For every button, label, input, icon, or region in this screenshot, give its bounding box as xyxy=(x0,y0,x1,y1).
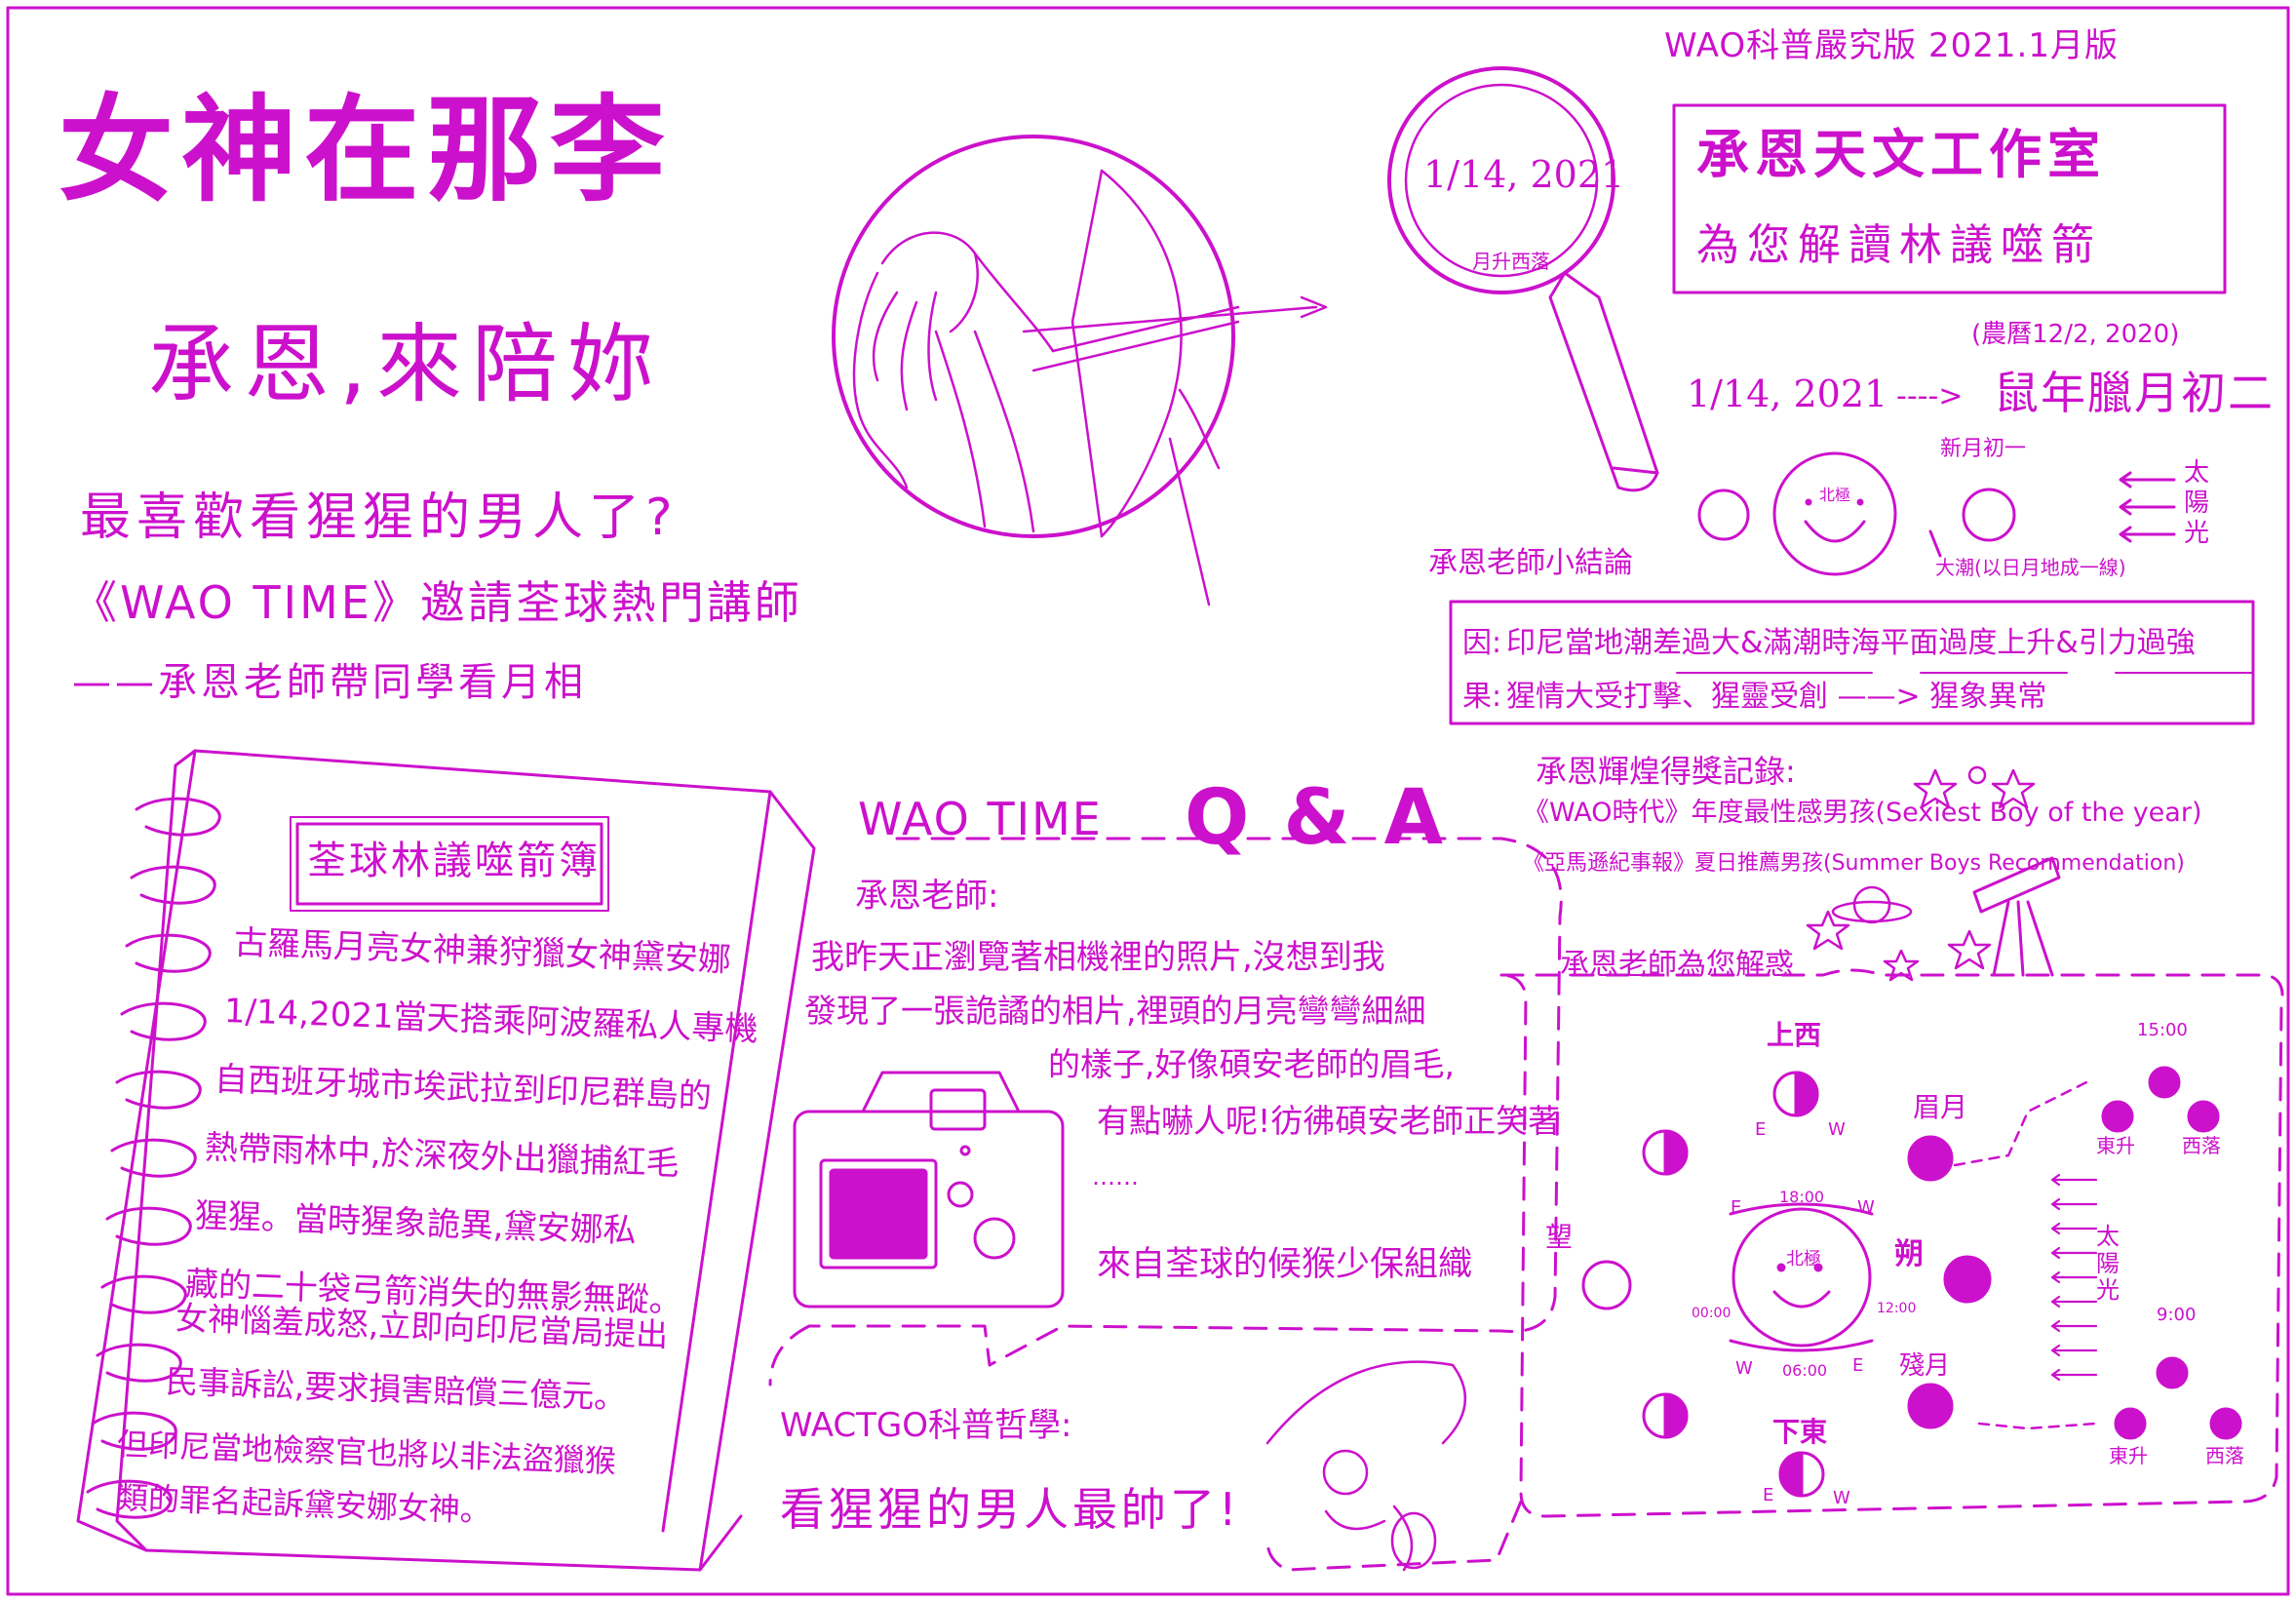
camera-drawing xyxy=(793,1071,1065,1309)
phase-sunlight: 太陽光 xyxy=(2096,1223,2120,1305)
archer-drawing xyxy=(852,169,1328,606)
phase-time-00: 00:00 xyxy=(1692,1306,1732,1321)
phase-label-full: 望 xyxy=(1545,1221,1574,1253)
intro-line2: ——承恩老師帶同學看月相 xyxy=(72,660,587,705)
dashed-path-top xyxy=(1953,1080,2088,1167)
conclusion-effect-text: 猩情大受打擊、猩靈受創 ——> 猩象異常 xyxy=(1506,680,2047,714)
phase-time-12: 12:00 xyxy=(1877,1301,1917,1316)
magnifier-date: 1/14, 2021 xyxy=(1423,153,1625,196)
qa-line: …… xyxy=(1092,1163,1139,1191)
phase-time-15: 15:00 xyxy=(2137,1020,2188,1040)
qa-signature: 來自荃球的候猴少保組織 xyxy=(1097,1245,1473,1284)
phase-diagram-box xyxy=(1499,968,2284,1518)
phase-time-06: 06:00 xyxy=(1782,1361,1828,1380)
studio-name: 承恩天文工作室 xyxy=(1696,124,2106,185)
notebook-rings xyxy=(86,797,221,1519)
sub-title: 承恩,來陪妳 xyxy=(148,314,663,414)
dashed-path-bottom xyxy=(1977,1422,2098,1430)
compass-e: E xyxy=(1763,1485,1774,1505)
main-title: 女神在那李 xyxy=(58,83,674,217)
phase-heading: 承恩老師為您解惑 xyxy=(1560,948,1794,982)
intro-line1: 《WAO TIME》邀請荃球熱門講師 xyxy=(72,576,802,629)
conclusion-box xyxy=(1449,600,2255,725)
conclusion-effect-label: 果: xyxy=(1462,680,1502,714)
phase-sunlight-arrows xyxy=(2050,1173,2098,1382)
face-doodle xyxy=(1265,1360,1467,1572)
saturn-ring xyxy=(1831,900,1913,923)
studio-box xyxy=(1672,103,2227,294)
philosophy-heading: WACTGO科普哲學: xyxy=(780,1406,1072,1445)
qa-line: 我昨天正瀏覽著相機裡的照片,沒想到我 xyxy=(811,938,1385,977)
qa-heading-big: Q & A xyxy=(1185,774,1448,862)
phase-label-top: 上西 xyxy=(1767,1019,1822,1051)
stars xyxy=(1806,765,2036,982)
phase-moons xyxy=(1581,1066,2242,1498)
phase-time-9: 9:00 xyxy=(2157,1305,2197,1325)
phase-rise-bottom: 東升 xyxy=(2109,1444,2148,1467)
edition-label: WAO科普嚴究版 2021.1月版 xyxy=(1664,26,2119,65)
magnifier-drawing xyxy=(1387,66,1659,492)
qa-asker: 承恩老師: xyxy=(855,877,999,916)
phase-label-bottom: 下東 xyxy=(1772,1416,1828,1448)
compass-w: W xyxy=(1735,1358,1753,1379)
phase-earth xyxy=(1729,1202,1874,1352)
studio-subtitle: 為您解讀林議噬箭 xyxy=(1696,220,2102,270)
phase-rise-top: 東升 xyxy=(2096,1134,2135,1157)
notebook-tag-box xyxy=(295,822,603,906)
phase-time-18: 18:00 xyxy=(1779,1188,1825,1206)
magnifier-note: 月升西落 xyxy=(1472,250,1550,273)
page-border xyxy=(6,6,2290,1596)
conclusion-cause-text: 印尼當地潮差過大&滿潮時海平面過度上升&引力過強 xyxy=(1506,626,2196,660)
qa-bubble xyxy=(807,837,1563,1367)
compass-w: W xyxy=(1857,1197,1875,1218)
qa-line: 發現了一張詭譎的相片,裡頭的月亮彎彎細細 xyxy=(804,992,1426,1030)
lunar-note: (農曆12/2, 2020) xyxy=(1971,320,2180,349)
saturn-body xyxy=(1852,885,1891,924)
notebook-tag: 荃球林議噬箭簿 xyxy=(307,839,601,883)
phase-label-crescent: 眉月 xyxy=(1913,1091,1968,1123)
conclusion-cause-label: 因: xyxy=(1462,626,1502,660)
conclusion-heading: 承恩老師小結論 xyxy=(1428,546,1633,580)
phase-set-bottom: 西落 xyxy=(2205,1444,2244,1467)
awards-heading: 承恩輝煌得獎記錄: xyxy=(1536,753,1796,790)
qa-heading-small: WAO TIME xyxy=(858,793,1103,845)
compass-w: W xyxy=(1828,1119,1846,1140)
small-moon-diagram xyxy=(1697,451,2176,576)
phase-set-top: 西落 xyxy=(2182,1134,2221,1157)
archer-circle xyxy=(832,135,1235,538)
small-sunlight-label: 太陽光 xyxy=(2184,458,2210,549)
award-1: 《WAO時代》年度最性感男孩(Sexiest Boy of the year) xyxy=(1523,798,2202,828)
phase-earth-north: 北極 xyxy=(1786,1249,1821,1270)
lunar-date: 鼠年臘月初二 xyxy=(1994,367,2275,419)
phase-label-waning: 殘月 xyxy=(1899,1351,1951,1381)
award-2: 《亞馬遜紀事報》夏日推薦男孩(Summer Boys Recommendatio… xyxy=(1523,851,2185,876)
notebook-drawing xyxy=(76,749,816,1572)
qa-line: 有點嚇人呢!彷彿碩安老師正笑著 xyxy=(1097,1102,1561,1140)
spring-tide-label: 大潮(以日月地成一線) xyxy=(1935,556,2126,579)
compass-e: E xyxy=(1852,1355,1864,1376)
small-diagram-north: 北極 xyxy=(1819,486,1851,504)
philosophy-quote: 看猩猩的男人最帥了! xyxy=(780,1483,1241,1536)
compass-w: W xyxy=(1833,1488,1850,1508)
telescope-drawing xyxy=(1972,856,2061,977)
date-arrow: ----> xyxy=(1896,379,1964,413)
qa-line: 的樣子,好像碩安老師的眉毛, xyxy=(1048,1045,1455,1083)
intro-question: 最喜歡看猩猩的男人了? xyxy=(80,488,679,547)
new-moon-label: 新月初一 xyxy=(1940,437,2027,461)
compass-e: E xyxy=(1755,1119,1767,1140)
phase-label-new: 朔 xyxy=(1894,1237,1924,1271)
date-text: 1/14, 2021 xyxy=(1687,372,1888,415)
compass-e: E xyxy=(1731,1197,1742,1218)
